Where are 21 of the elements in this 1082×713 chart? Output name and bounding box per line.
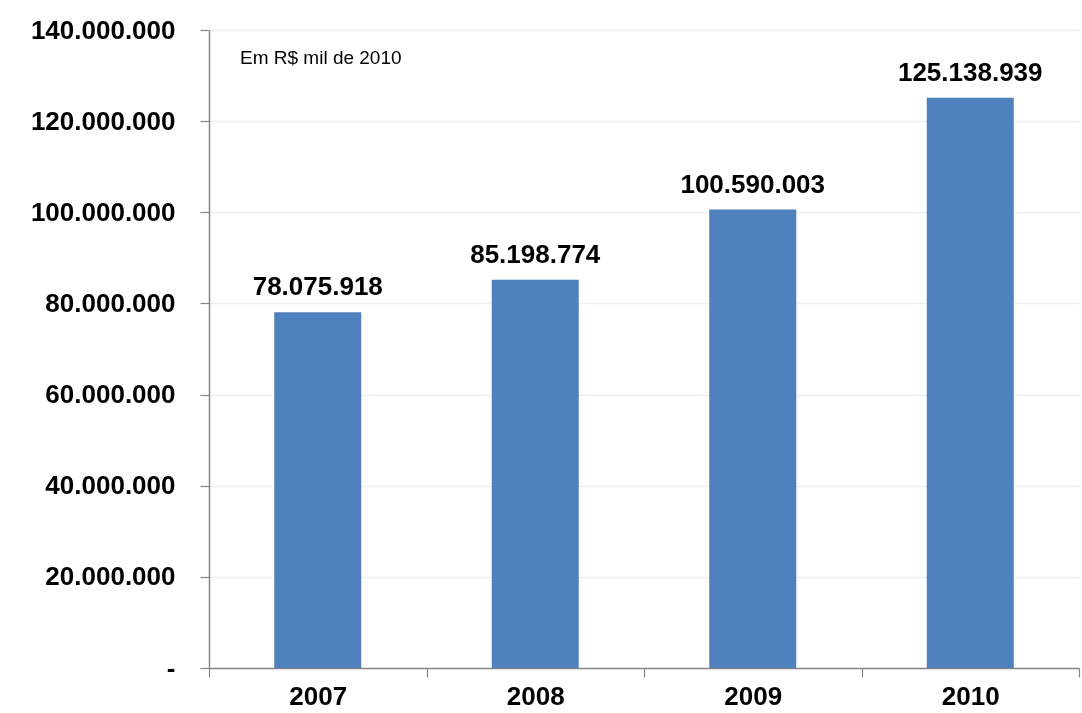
y-tick-label: - <box>166 652 176 683</box>
y-tick-label: 20.000.000 <box>45 561 176 592</box>
bar <box>926 97 1014 668</box>
y-tick-label: 140.000.000 <box>30 14 176 45</box>
bar <box>491 279 579 668</box>
data-label: 125.138.939 <box>897 56 1043 87</box>
bar <box>274 312 362 668</box>
bar <box>709 209 797 668</box>
x-tick-label: 2010 <box>941 680 1000 711</box>
data-label: 85.198.774 <box>470 238 601 269</box>
data-label: 78.075.918 <box>252 271 383 302</box>
annotation: Em R$ mil de 2010 <box>240 47 402 68</box>
x-tick-label: 2009 <box>724 680 783 711</box>
x-tick-label: 2007 <box>289 680 348 711</box>
data-label: 100.590.003 <box>680 168 826 199</box>
y-tick-label: 80.000.000 <box>45 287 176 318</box>
y-tick-label: 60.000.000 <box>45 379 176 410</box>
x-tick-label: 2008 <box>506 680 565 711</box>
y-tick-label: 100.000.000 <box>30 196 176 227</box>
y-tick-label: 120.000.000 <box>30 105 176 136</box>
y-tick-label: 40.000.000 <box>45 470 176 501</box>
